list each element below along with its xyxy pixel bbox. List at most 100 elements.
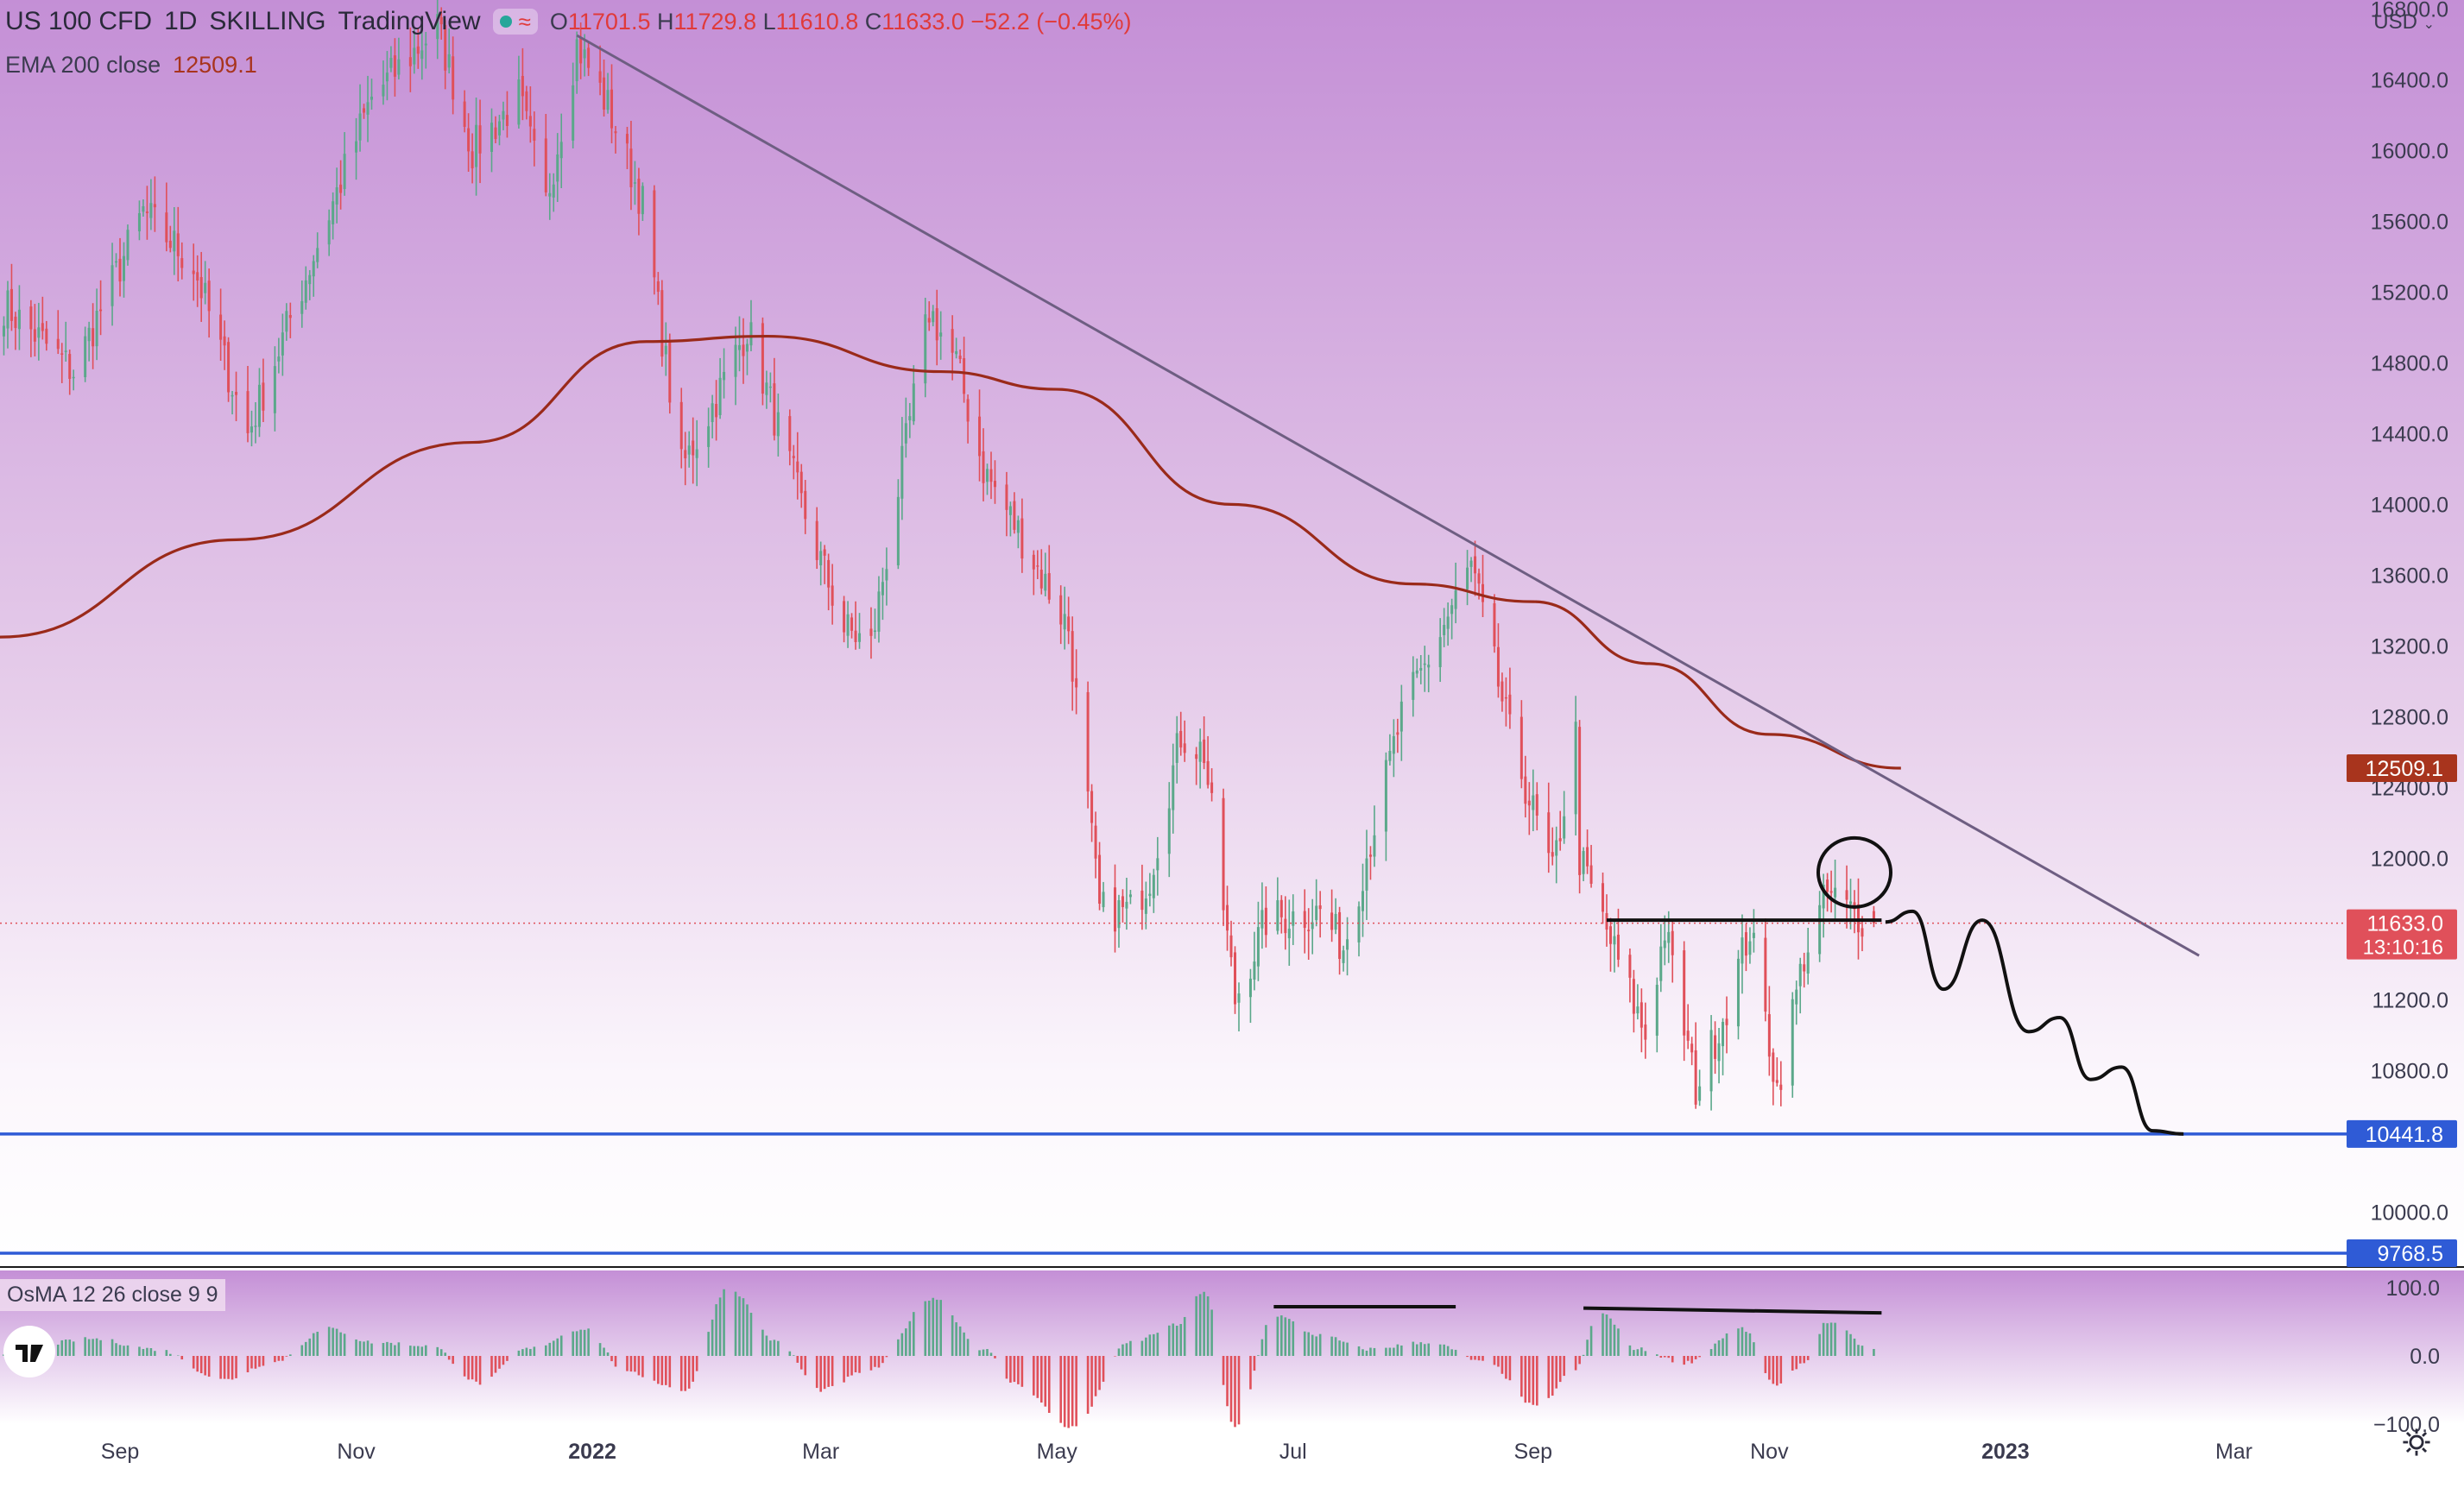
candle-body (603, 78, 605, 110)
time-tick-label: Jul (1279, 1440, 1307, 1464)
candle-body (1184, 743, 1186, 753)
candle-body (548, 193, 551, 197)
price-tick-label: 15600.0 (2371, 210, 2448, 234)
candle-body (773, 383, 775, 435)
main-pane-background (0, 0, 2464, 1265)
candle-body (336, 187, 338, 205)
tradingview-logo-icon[interactable] (3, 1326, 55, 1377)
candle-body (73, 377, 75, 379)
candle-body (339, 185, 342, 193)
candle-body (60, 353, 63, 355)
candle-body (1501, 682, 1503, 702)
ema-legend-label[interactable]: EMA 200 close (5, 52, 161, 79)
candle-body (262, 382, 264, 410)
ema-legend[interactable]: EMA 200 close 12509.1 (5, 52, 257, 79)
candle-body (1524, 777, 1526, 804)
price-tick-label: 15200.0 (2371, 281, 2448, 305)
candle-body (1628, 955, 1631, 978)
candle-body (10, 289, 13, 321)
candle-body (1536, 794, 1538, 816)
candle-body (1466, 568, 1469, 589)
candle-body (877, 591, 880, 632)
candle-body (146, 211, 148, 213)
candle-body (1505, 697, 1507, 699)
candle-body (1439, 637, 1442, 667)
candle-body (1362, 891, 1364, 911)
candle-body (1237, 993, 1240, 1003)
candle-body (1768, 1014, 1771, 1056)
candle-body (1292, 911, 1294, 926)
candle-body (1497, 647, 1500, 687)
candle-body (804, 491, 806, 520)
candle-body (1803, 964, 1805, 971)
candle-body (1826, 879, 1829, 892)
candle-body (545, 138, 547, 192)
symbol-name[interactable]: US 100 CFD (5, 7, 152, 36)
gear-icon[interactable] (2402, 1428, 2431, 1457)
candle-body (1551, 852, 1554, 856)
candle-body (29, 306, 32, 329)
candle-body (816, 521, 818, 560)
candle-body (777, 413, 780, 437)
symbol-legend[interactable]: US 100 CFD 1D SKILLING TradingView ≈ O11… (5, 7, 1132, 36)
candle-body (641, 186, 644, 214)
candle-body (200, 277, 203, 298)
price-tick-label: 14400.0 (2371, 422, 2448, 446)
time-tick-label: 2023 (1981, 1440, 2030, 1464)
platform-label: TradingView (338, 7, 480, 36)
candle-body (386, 72, 389, 81)
currency-selector[interactable]: USD ⌄ (2373, 10, 2435, 35)
candle-body (1230, 936, 1233, 957)
candle-body (1020, 519, 1023, 558)
candle-body (955, 351, 957, 354)
candle-body (1396, 732, 1399, 734)
logo-bg (3, 1326, 55, 1377)
candle-body (1036, 565, 1039, 567)
candle-body (250, 426, 253, 432)
candle-body (363, 108, 365, 112)
candle-body (1722, 1022, 1724, 1046)
candle-body (994, 481, 996, 487)
candle-body (1741, 937, 1743, 963)
osma-legend[interactable]: OsMA 12 26 close 9 9 (0, 1279, 225, 1311)
candle-body (1013, 501, 1015, 530)
candle-body (57, 339, 60, 349)
candle-body (382, 85, 384, 96)
candle-body (1129, 894, 1132, 897)
candle-body (1764, 938, 1766, 1012)
candle-body (874, 631, 876, 633)
candle-body (1210, 783, 1213, 793)
candle-body (448, 54, 451, 67)
candle-body (665, 346, 667, 355)
candle-body (1207, 761, 1210, 785)
candle-body (963, 358, 965, 394)
interval-label[interactable]: 1D (164, 7, 197, 36)
wave-icon[interactable]: ≈ (519, 10, 531, 33)
candle-body (688, 445, 691, 454)
candle-body (696, 450, 698, 458)
candle-body (793, 456, 795, 458)
candle-body (553, 185, 555, 198)
candle-body (193, 270, 195, 274)
support-price-label-1: 10441.8 (2366, 1123, 2443, 1147)
price-tick-label: 13600.0 (2371, 564, 2448, 588)
candle-body (1427, 665, 1430, 667)
candle-body (1779, 1085, 1782, 1090)
candle-body (1412, 672, 1414, 700)
candle-body (367, 102, 370, 115)
candle-body (1199, 741, 1202, 761)
candle-body (224, 337, 226, 345)
close-price-label: 11633.0 (2366, 912, 2443, 936)
candle-body (1807, 953, 1810, 974)
candle-body (1482, 584, 1484, 602)
candle-body (328, 220, 331, 244)
candle-body (967, 399, 970, 421)
candle-body (3, 325, 5, 336)
legend-status-pill[interactable]: ≈ (493, 9, 538, 35)
high-label: H (657, 9, 674, 35)
candle-body (1280, 900, 1283, 917)
candle-body (1799, 964, 1802, 987)
candle-body (959, 356, 962, 359)
